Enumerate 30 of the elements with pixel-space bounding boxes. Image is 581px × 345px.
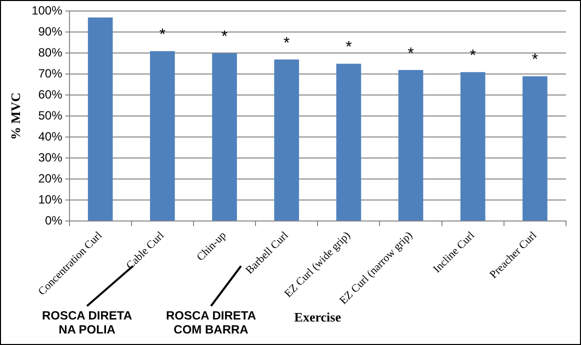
annotation: * xyxy=(532,52,538,69)
y-axis-title: % MVC xyxy=(8,92,24,140)
annotation: * xyxy=(221,28,228,46)
bar xyxy=(212,53,237,221)
y-tick-label: 0% xyxy=(44,213,63,228)
y-tick-label: 40% xyxy=(38,129,63,144)
bar xyxy=(398,70,424,221)
text: ROSCA DIRETA COM BARRA xyxy=(166,308,256,336)
annotation: * xyxy=(408,45,414,62)
y-tick-label: 70% xyxy=(38,66,63,80)
annotation: * xyxy=(283,34,290,52)
y-tick-label: 30% xyxy=(38,150,63,164)
y-tick-label: 10% xyxy=(38,192,63,206)
x-axis-title: Exercise xyxy=(294,310,342,325)
bar xyxy=(460,72,486,221)
annotation: * xyxy=(470,47,476,64)
annotation: * xyxy=(159,26,166,44)
bar xyxy=(88,18,113,221)
y-tick-label: 20% xyxy=(38,171,63,186)
bar xyxy=(336,64,362,221)
bar xyxy=(522,76,548,221)
y-tick-label: 80% xyxy=(38,46,63,60)
text: ROSCA DIRETA NA POLIA xyxy=(42,308,132,336)
annotation: * xyxy=(346,39,352,56)
y-tick-label: 90% xyxy=(38,24,63,39)
y-tick-label: 100% xyxy=(32,4,63,18)
bar xyxy=(274,59,300,221)
y-tick-label: 60% xyxy=(38,88,63,102)
y-tick-label: 50% xyxy=(38,108,63,122)
bar xyxy=(150,51,175,221)
